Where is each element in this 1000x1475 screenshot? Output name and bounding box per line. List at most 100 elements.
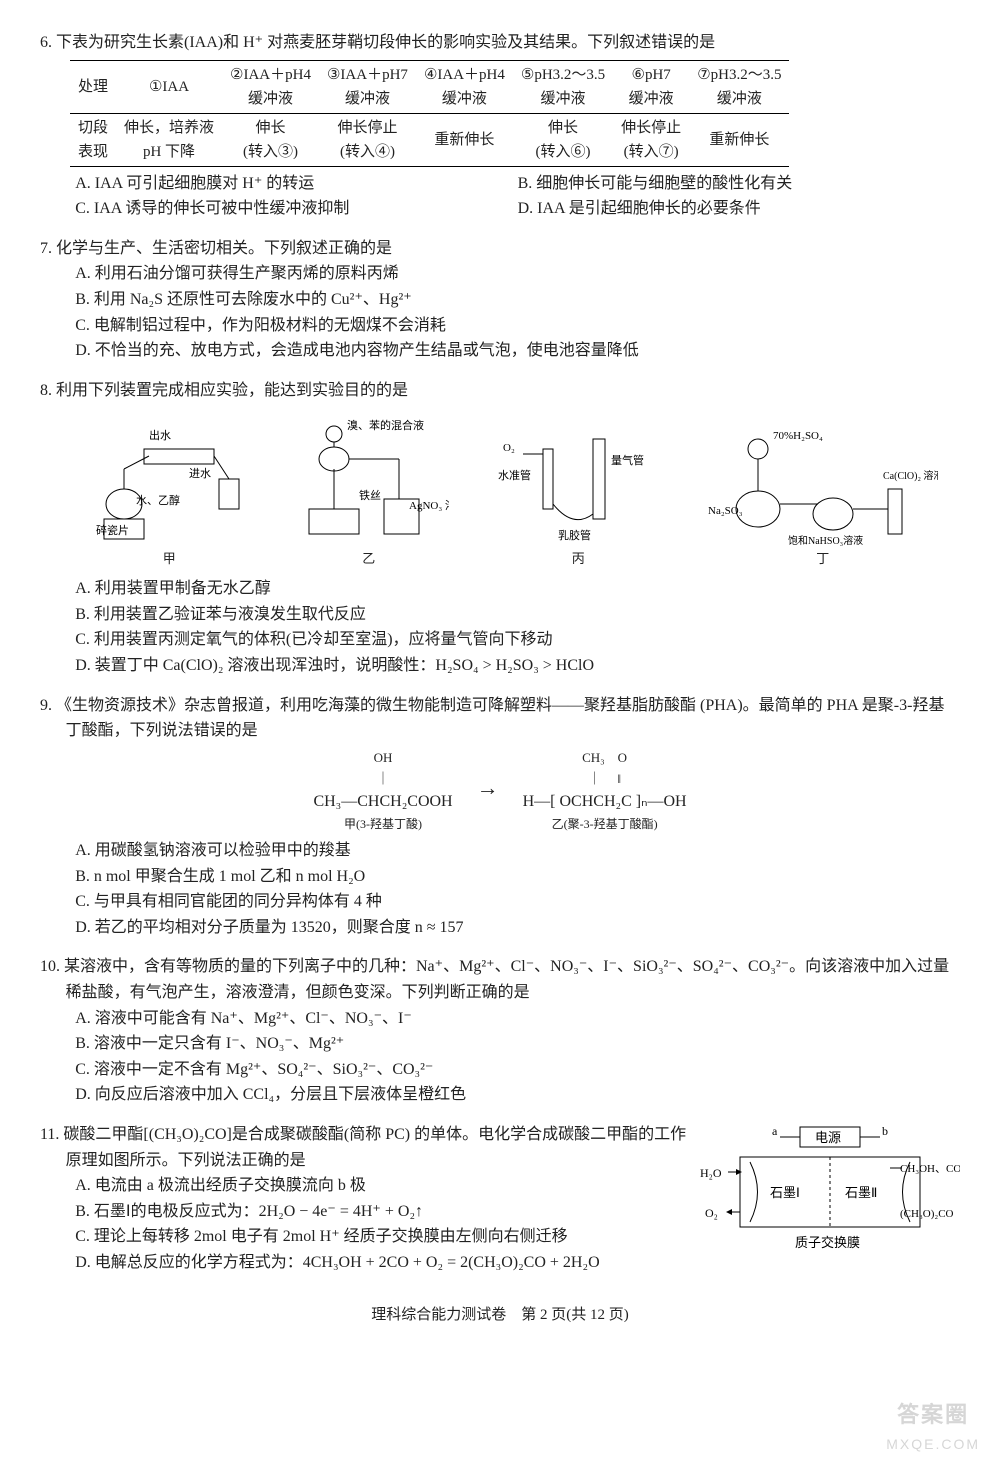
wm-bottom: MXQE.COM [886,1433,980,1455]
f-oh: OH [313,748,452,769]
q8-opt-c: C. 利用装置丙测定氧气的体积(已冷却至室温)，应将量气管向下移动 [75,627,960,653]
q7-num: 7. [40,240,52,257]
q7-opt-b: B. 利用 Na₂S 还原性可去除废水中的 Cu²⁺、Hg²⁺ [75,287,960,313]
q8-fig-a: 出水 水、乙醇 进水 碎瓷片 甲 [94,409,244,570]
q6-th-5: ⑤pH3.2～3.5 缓冲液 [513,60,613,113]
q6-stem-text: 下表为研究生长素(IAA)和 H⁺ 对燕麦胚芽鞘切段伸长的影响实验及其结果。下列… [56,34,715,51]
q9-formula: OH ｜ CH₃—CHCH₂COOH 甲(3-羟基丁酸) → CH₃ O ｜ ‖… [40,748,960,834]
q6-c5: 伸长停止 (转入⑦) [613,113,689,166]
q9-opt-a: A. 用碳酸氢钠溶液可以检验甲中的羧基 [75,838,960,864]
q6-th-6: ⑥pH7 缓冲液 [613,60,689,113]
q8-opts: A. 利用装置甲制备无水乙醇 B. 利用装置乙验证苯与液溴发生取代反应 C. 利… [40,576,960,678]
q6-c0: 伸长，培养液 pH 下降 [116,113,222,166]
q6-opt-d: D. IAA 是引起细胞伸长的必要条件 [518,196,960,222]
question-6: 6. 下表为研究生长素(IAA)和 H⁺ 对燕麦胚芽鞘切段伸长的影响实验及其结果… [40,30,960,222]
question-7: 7. 化学与生产、生活密切相关。下列叙述正确的是 A. 利用石油分馏可获得生产聚… [40,236,960,364]
f-left: CH₃—CHCH₂COOH [313,789,452,815]
electrolysis-icon: 电源 a b 石墨Ⅰ 石墨Ⅱ H₂O O₂ CH₃OH、CO (CH₃O)₂CO… [700,1122,960,1262]
q6-th-4: ④IAA＋pH4 缓冲液 [416,60,513,113]
q6-th-0: 处理 [70,60,116,113]
q10-stem-text: 某溶液中，含有等物质的量的下列离子中的几种：Na⁺、Mg²⁺、Cl⁻、NO₃⁻、… [64,958,949,1001]
q9-stem: 9. 《生物资源技术》杂志曾报道，利用吃海藻的微生物能制造可降解塑料——聚羟基脂… [40,693,960,744]
q8-fig-a-cap: 甲 [94,549,244,570]
lbl: AgNO₃ 溶液 [409,498,449,512]
f-right: H—[ OCHCH₂C ]ₙ—OH [523,789,687,815]
lbl: (CH₃O)₂CO [900,1208,954,1220]
q7-stem-text: 化学与生产、生活密切相关。下列叙述正确的是 [56,240,392,257]
question-11: 电源 a b 石墨Ⅰ 石墨Ⅱ H₂O O₂ CH₃OH、CO (CH₃O)₂CO… [40,1122,960,1279]
q10-opts: A. 溶液中可能含有 Na⁺、Mg²⁺、Cl⁻、NO₃⁻、I⁻ B. 溶液中一定… [40,1006,960,1108]
f-rt: CH₃ O [523,748,687,769]
q9-num: 9. [40,697,52,714]
footer: 理科综合能力测试卷 第 2 页(共 12 页) [40,1303,960,1327]
lbl: 水、乙醇 [136,493,180,507]
lbl: O₂ [705,1206,718,1220]
q8-fig-d: 70%H₂SO₄ Na₂SO₃ 饱和NaHSO₃溶液 Ca(ClO)₂ 溶液 丁 [708,409,938,570]
wm-top: 答案圈 [886,1397,980,1432]
q9-opt-b: B. n mol 甲聚合生成 1 mol 乙和 n mol H₂O [75,864,960,890]
lbl: 石墨Ⅰ [770,1185,800,1200]
question-9: 9. 《生物资源技术》杂志曾报道，利用吃海藻的微生物能制造可降解塑料——聚羟基脂… [40,693,960,941]
q9-stem-text: 《生物资源技术》杂志曾报道，利用吃海藻的微生物能制造可降解塑料——聚羟基脂肪酸酯… [56,697,944,740]
q6-th-3: ③IAA＋pH7 缓冲液 [319,60,416,113]
lbl: Ca(ClO)₂ 溶液 [883,469,938,482]
question-8: 8. 利用下列装置完成相应实验，能达到实验目的的是 出水 水、乙醇 进水 碎瓷片… [40,378,960,679]
q6-opt-a: A. IAA 可引起细胞膜对 H⁺ 的转运 [75,171,517,197]
q8-fig-d-cap: 丁 [708,549,938,570]
lbl: b [882,1124,888,1138]
question-10: 10. 某溶液中，含有等物质的量的下列离子中的几种：Na⁺、Mg²⁺、Cl⁻、N… [40,954,960,1108]
q6-table: 处理 ①IAA ②IAA＋pH4 缓冲液 ③IAA＋pH7 缓冲液 ④IAA＋p… [70,60,789,167]
lbl: 电源 [815,1130,841,1145]
q11-fig: 电源 a b 石墨Ⅰ 石墨Ⅱ H₂O O₂ CH₃OH、CO (CH₃O)₂CO… [700,1122,960,1271]
q6-opt-c: C. IAA 诱导的伸长可被中性缓冲液抑制 [75,196,517,222]
q10-opt-d: D. 向反应后溶液中加入 CCl₄，分层且下层液体呈橙红色 [75,1082,960,1108]
lbl: a [772,1124,778,1138]
f-right-cap: 乙(聚-3-羟基丁酸酯) [523,815,687,834]
q11-stem-text: 碳酸二甲酯[(CH₃O)₂CO]是合成聚碳酸酯(简称 PC) 的单体。电化学合成… [63,1126,686,1169]
q9-opts: A. 用碳酸氢钠溶液可以检验甲中的羧基 B. n mol 甲聚合生成 1 mol… [40,838,960,940]
q8-stem: 8. 利用下列装置完成相应实验，能达到实验目的的是 [40,378,960,404]
lbl: H₂O [700,1166,722,1180]
q6-c4: 伸长 (转入⑥) [513,113,613,166]
q6-opt-b: B. 细胞伸长可能与细胞壁的酸性化有关 [518,171,960,197]
q8-opt-a: A. 利用装置甲制备无水乙醇 [75,576,960,602]
q6-c2: 伸长停止 (转入④) [319,113,416,166]
lbl: 铁丝 [359,489,381,502]
lbl: 碎瓷片 [96,523,129,537]
q6-th-7: ⑦pH3.2～3.5 缓冲液 [689,60,789,113]
f-arrow: → [477,775,499,800]
lbl: 饱和NaHSO₃溶液 [788,534,863,547]
q6-opts: A. IAA 可引起细胞膜对 H⁺ 的转运 B. 细胞伸长可能与细胞壁的酸性化有… [40,171,960,222]
q10-opt-c: C. 溶液中一定不含有 Mg²⁺、SO₄²⁻、SiO₃²⁻、CO₃²⁻ [75,1057,960,1083]
lbl: O₂ [503,442,515,454]
q10-opt-a: A. 溶液中可能含有 Na⁺、Mg²⁺、Cl⁻、NO₃⁻、I⁻ [75,1006,960,1032]
lbl: 量气管 [611,453,644,467]
q8-fig-c-cap: 丙 [493,549,663,570]
q6-num: 6. [40,34,52,51]
q9-opt-c: C. 与甲具有相同官能团的同分异构体有 4 种 [75,889,960,915]
q8-fig-c: O₂ 水准管 量气管 乳胶管 丙 [493,409,663,570]
lbl: 乳胶管 [558,528,591,542]
q7-opt-d: D. 不恰当的充、放电方式，会造成电池内容物产生结晶或气泡，使电池容量降低 [75,338,960,364]
q8-opt-d: D. 装置丁中 Ca(ClO)₂ 溶液出现浑浊时，说明酸性：H₂SO₄ > H₂… [75,653,960,679]
q6-c1: 伸长 (转入③) [222,113,319,166]
q11-num: 11. [40,1126,59,1143]
apparatus-d-icon: 70%H₂SO₄ Na₂SO₃ 饱和NaHSO₃溶液 Ca(ClO)₂ 溶液 [708,409,938,549]
q8-fig-b-cap: 乙 [289,549,449,570]
q10-opt-b: B. 溶液中一定只含有 I⁻、NO₃⁻、Mg²⁺ [75,1031,960,1057]
q7-opt-a: A. 利用石油分馏可获得生产聚丙烯的原料丙烯 [75,261,960,287]
q7-opt-c: C. 电解制铝过程中，作为阳极材料的无烟煤不会消耗 [75,313,960,339]
q8-figs: 出水 水、乙醇 进水 碎瓷片 甲 溴、苯的混合液 铁丝 AgNO₃ 溶液 [40,409,960,570]
lbl: CH₃OH、CO [900,1163,960,1175]
q6-c3: 重新伸长 [416,113,513,166]
lbl: 出水 [149,428,171,442]
q6-c6: 重新伸长 [689,113,789,166]
lbl: 进水 [189,467,211,480]
q6-th-1: ①IAA [116,60,222,113]
q8-stem-text: 利用下列装置完成相应实验，能达到实验目的的是 [56,382,408,399]
apparatus-b-icon: 溴、苯的混合液 铁丝 AgNO₃ 溶液 [289,409,449,549]
q6-rowlabel: 切段 表现 [70,113,116,166]
lbl: Na₂SO₃ [708,505,743,517]
q6-th-2: ②IAA＋pH4 缓冲液 [222,60,319,113]
lbl: 溴、苯的混合液 [347,418,424,432]
